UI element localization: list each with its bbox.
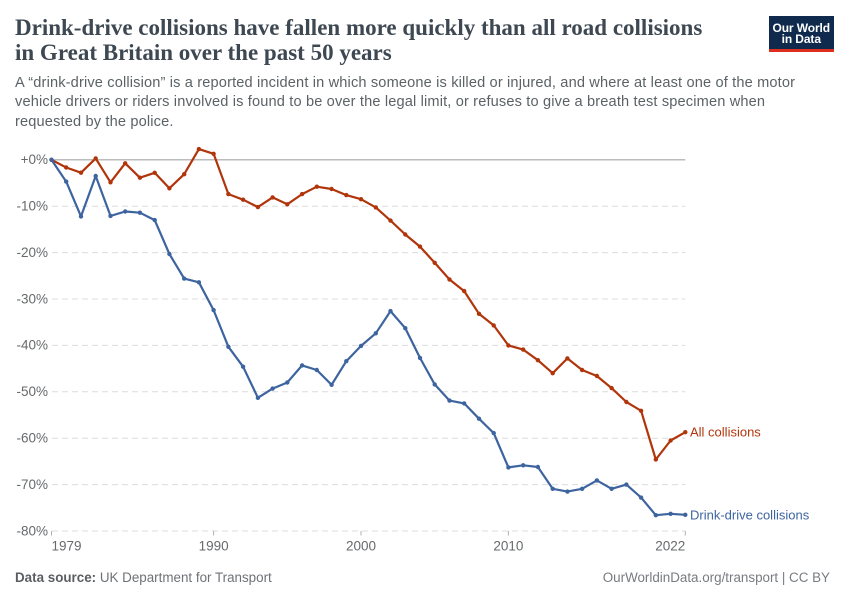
svg-text:-50%: -50%	[16, 384, 48, 399]
svg-text:-70%: -70%	[16, 477, 48, 492]
svg-text:2010: 2010	[493, 539, 523, 554]
svg-text:1979: 1979	[52, 539, 82, 554]
svg-text:-40%: -40%	[16, 338, 48, 353]
svg-text:2000: 2000	[346, 539, 376, 554]
svg-text:2022: 2022	[655, 539, 685, 554]
svg-text:-30%: -30%	[16, 291, 48, 306]
svg-text:-10%: -10%	[16, 199, 48, 214]
svg-text:All collisions: All collisions	[690, 425, 761, 440]
svg-text:-60%: -60%	[16, 431, 48, 446]
svg-text:Drink-drive collisions: Drink-drive collisions	[690, 508, 810, 523]
svg-text:-20%: -20%	[16, 245, 48, 260]
svg-text:+0%: +0%	[21, 152, 48, 167]
svg-text:-80%: -80%	[16, 523, 48, 538]
svg-text:1990: 1990	[199, 539, 229, 554]
